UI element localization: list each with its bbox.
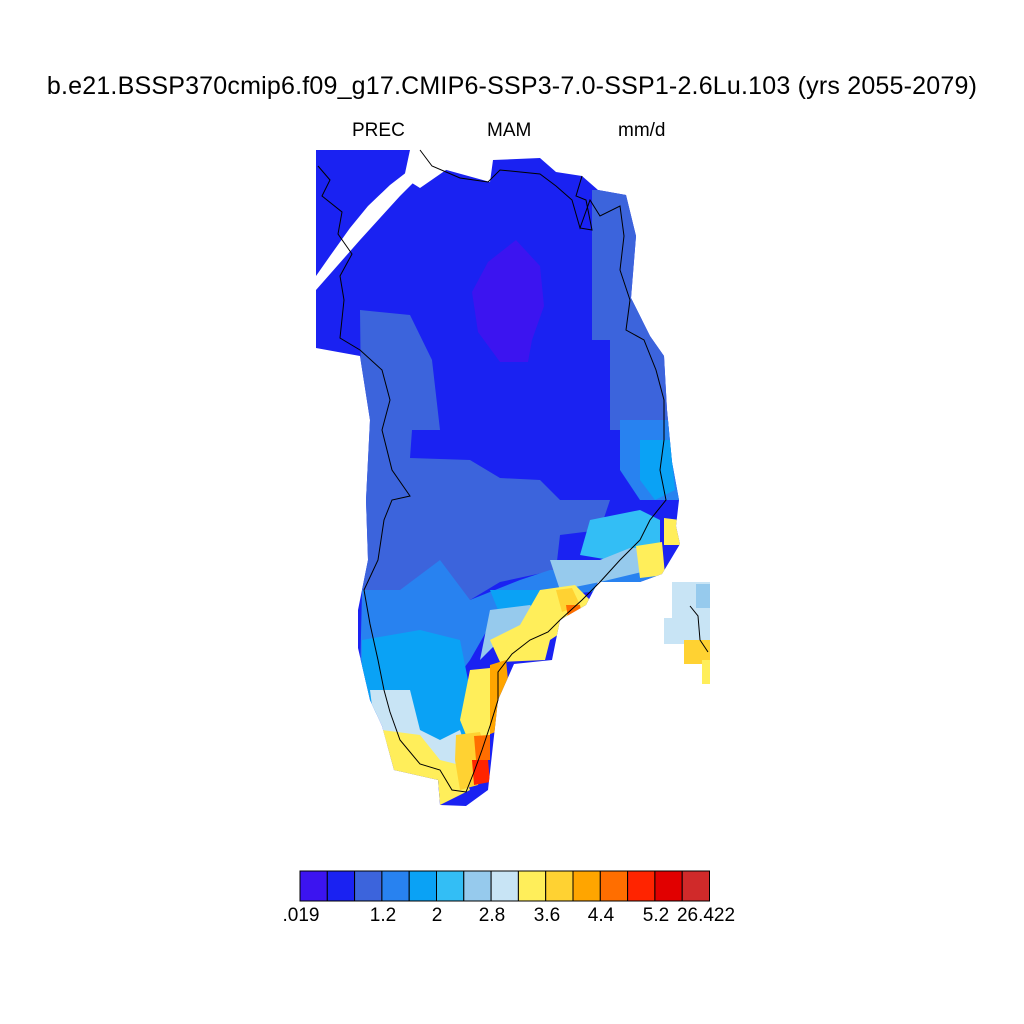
colorbar-tick-label: 3.6 — [533, 905, 561, 926]
coastline-east — [689, 605, 709, 653]
colorbar-swatch-0 — [299, 870, 328, 902]
field-coast-yellow — [460, 668, 490, 745]
units-label: mm/d — [618, 120, 666, 141]
field-central-west — [360, 310, 610, 640]
island-pale-2 — [664, 618, 710, 644]
colorbar-tick-label: 2.8 — [478, 905, 506, 926]
colorbar-tick-label: 26.422 — [676, 905, 736, 926]
east-island — [664, 582, 710, 684]
colorbar-swatch-8 — [517, 870, 547, 902]
field-tip-orange — [474, 735, 490, 760]
colorbar-tick-label: 5.2 — [642, 905, 670, 926]
field-south-yellow — [382, 730, 470, 805]
colorbar-swatch-11 — [599, 870, 629, 902]
field-e-yellow — [636, 542, 665, 578]
variable-label: PREC — [352, 120, 405, 141]
colorbar-swatch-10 — [572, 870, 601, 902]
colorbar-swatch-6 — [463, 870, 492, 902]
island-yellow — [702, 660, 710, 684]
colorbar-tick-label: 2 — [431, 905, 443, 926]
colorbar-swatch-7 — [490, 870, 519, 902]
colorbar-swatch-1 — [326, 870, 356, 902]
island-cyan — [696, 584, 710, 608]
field-interior-min — [472, 240, 544, 362]
colorbar-tick-label: .019 — [282, 905, 320, 926]
colorbar-swatch-9 — [545, 870, 574, 902]
colorbar-swatch-5 — [436, 870, 465, 902]
colorbar-swatch-13 — [654, 870, 683, 902]
colorbar-tick-label: 1.2 — [369, 905, 397, 926]
plot-title: b.e21.BSSP370cmip6.f09_g17.CMIP6-SSP3-7.… — [46, 72, 978, 100]
colorbar-swatch-3 — [381, 870, 410, 902]
colorbar-swatch-4 — [408, 870, 438, 902]
colorbar-swatch-12 — [627, 870, 656, 902]
field-ice-se-b — [550, 548, 660, 590]
season-label: MAM — [487, 120, 532, 141]
nw-ice-cutout — [404, 150, 446, 188]
colorbar-swatch-14 — [681, 870, 711, 902]
coastline — [317, 149, 667, 793]
coastline-inlet — [575, 175, 593, 231]
colorbar-tick-label: 4.4 — [587, 905, 615, 926]
colorbar-swatch-2 — [354, 870, 383, 902]
field-e-cyan — [640, 440, 675, 500]
